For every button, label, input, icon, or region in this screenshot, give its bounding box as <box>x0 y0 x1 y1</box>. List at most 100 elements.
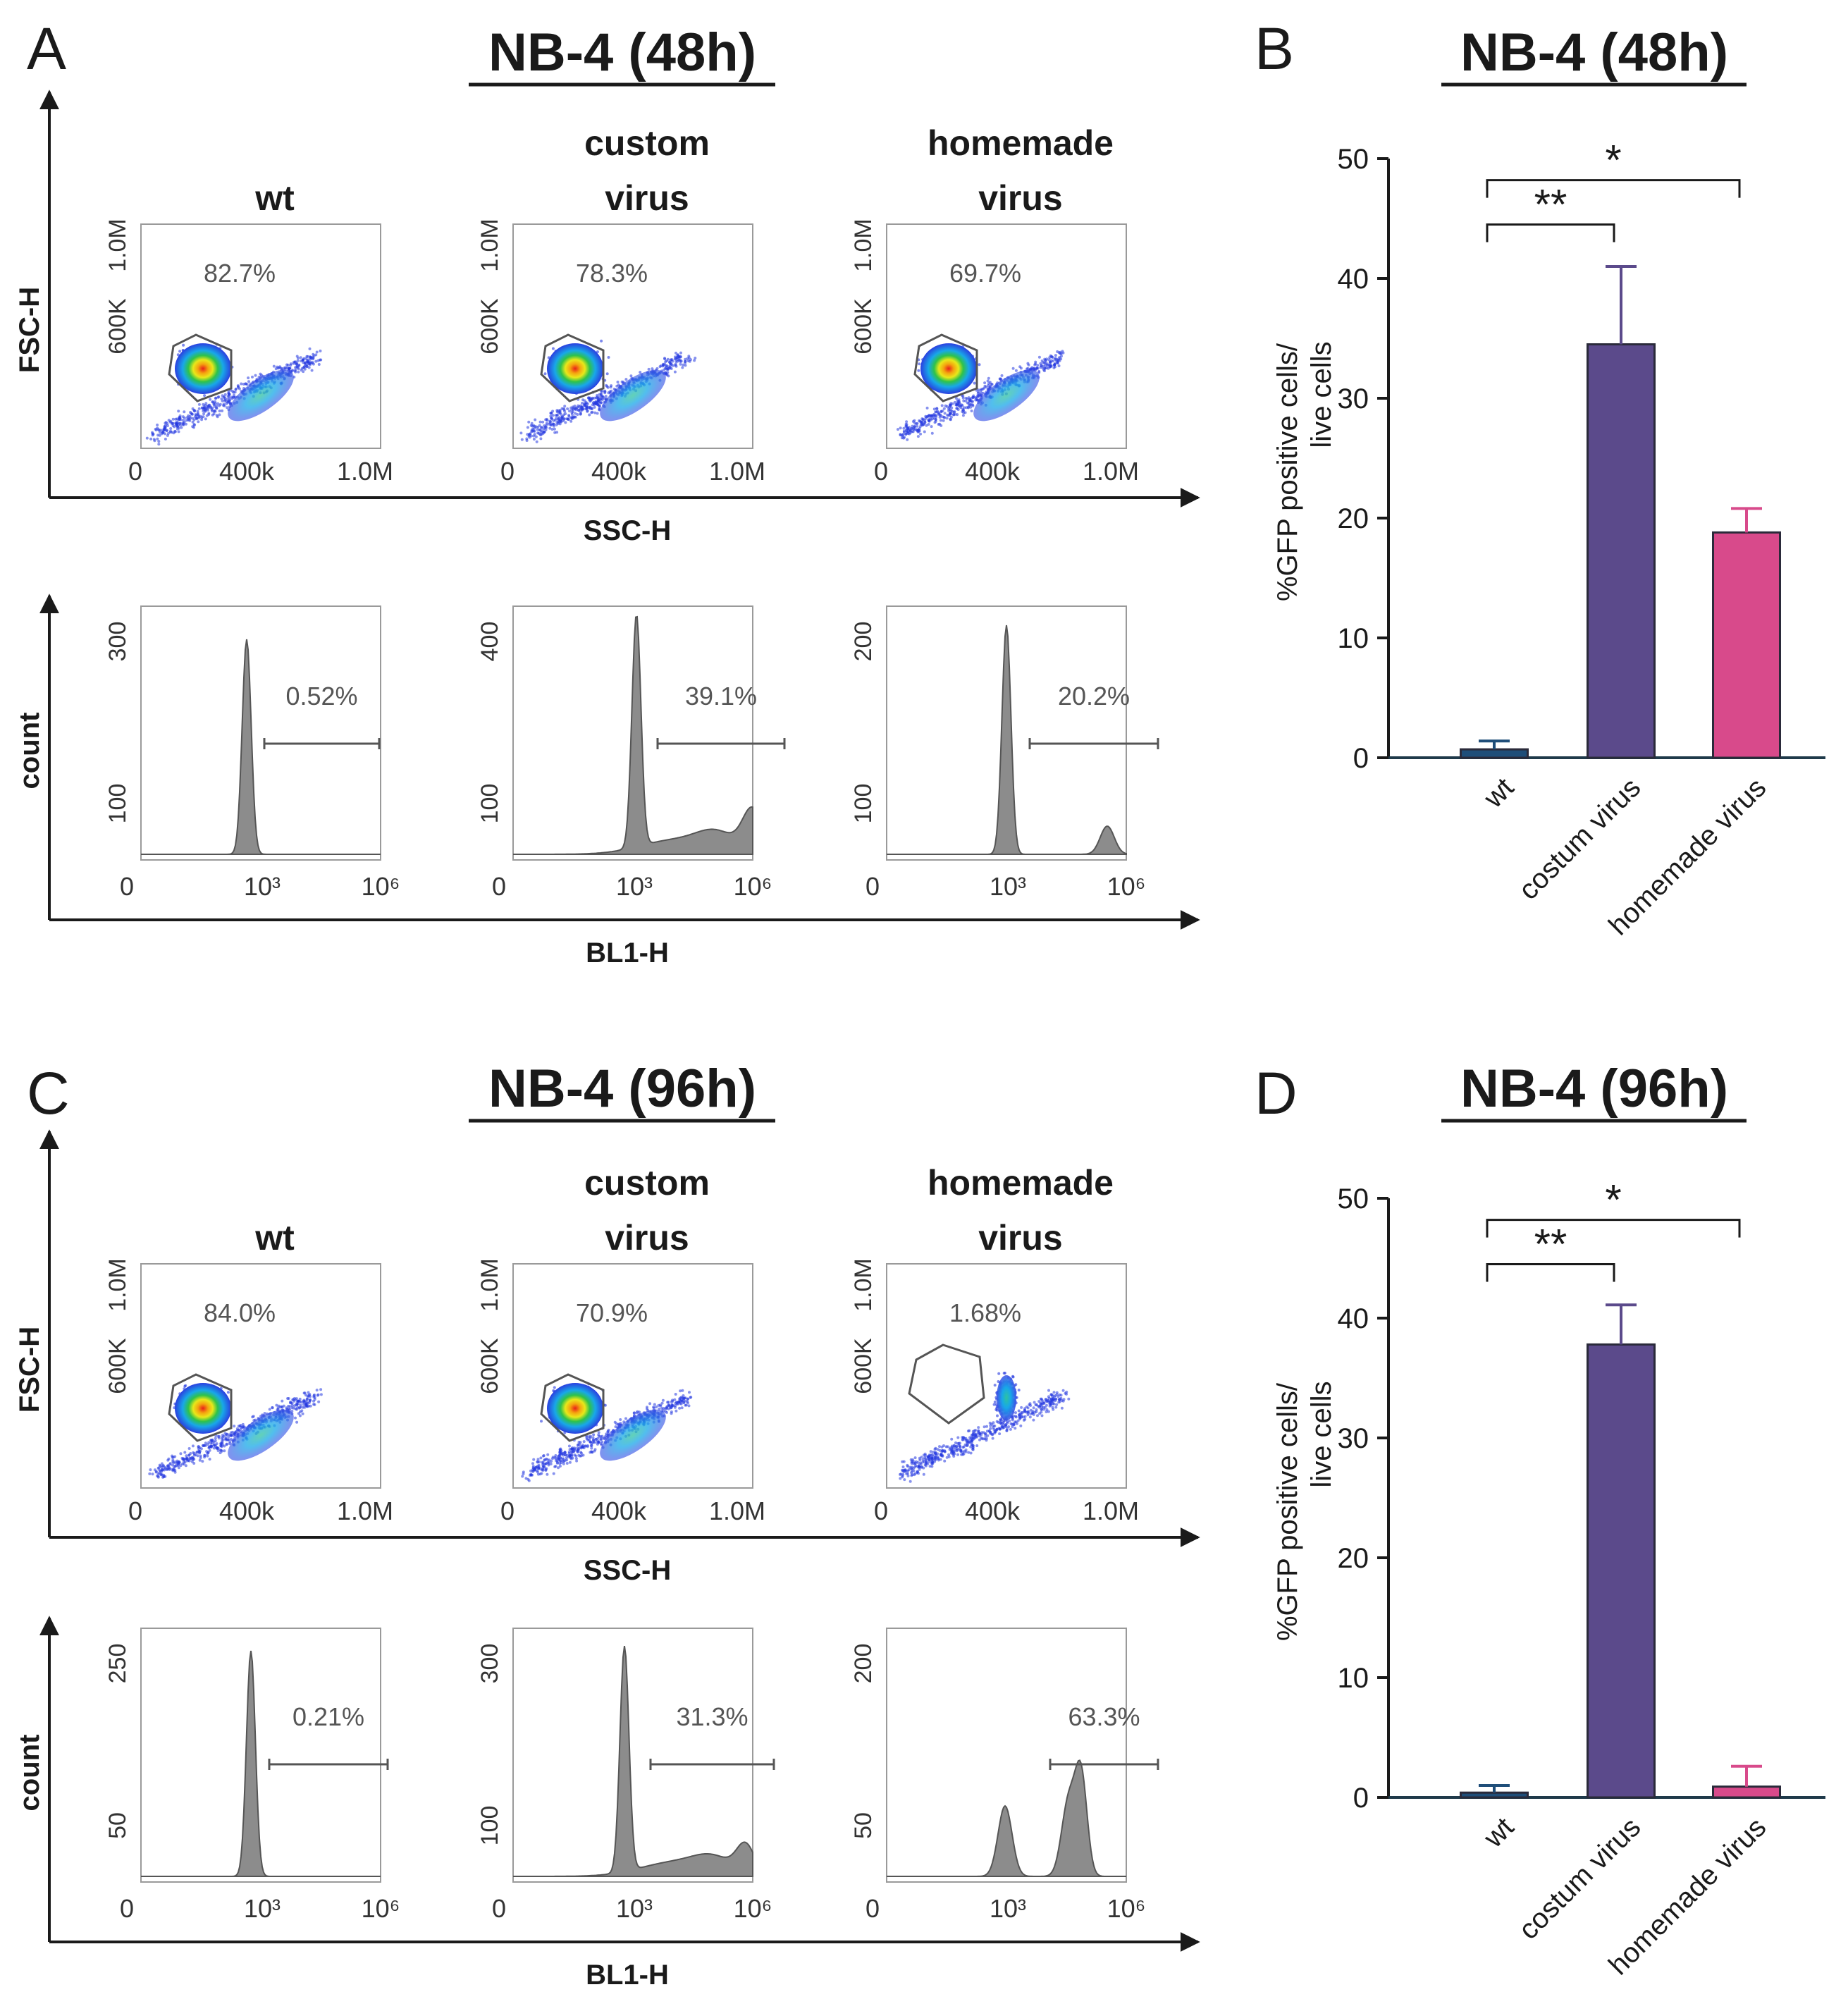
density-tail <box>600 1409 666 1461</box>
a-scatter-x-axis-label: SSC-H <box>584 515 671 546</box>
histogram-curve <box>887 625 1127 855</box>
y-tick-label: 200 <box>850 622 877 662</box>
density-core <box>997 1375 1016 1420</box>
significance-bracket <box>1486 1219 1741 1238</box>
x-tick-label: 10³ <box>616 872 653 901</box>
x-tick-label: 10⁶ <box>362 872 400 901</box>
c-scatter-x-axis-label: SSC-H <box>584 1555 671 1586</box>
c-hist-hist-3: 200 50 0 10³ 10⁶ 63.3% <box>850 1628 1159 1923</box>
plot-frame <box>512 223 753 449</box>
y-tick-label: 600K <box>104 1338 131 1394</box>
y-tick-label: 1.0M <box>476 219 503 272</box>
plot-frame <box>140 605 381 861</box>
x-tick-label: 400k <box>965 1496 1021 1525</box>
x-tick-label: 1.0M <box>337 457 393 486</box>
significance-label: ** <box>1534 1221 1567 1268</box>
significance-label: ** <box>1534 181 1567 228</box>
gate-percent: 69.7% <box>949 259 1021 288</box>
x-tick-label: 10³ <box>616 1894 653 1923</box>
y-tick-label: 600K <box>104 298 131 355</box>
a-hist-x-axis-label: BL1-H <box>586 937 669 968</box>
plot-frame <box>140 223 381 449</box>
density-tail <box>228 369 294 422</box>
density-core <box>920 343 977 394</box>
c-scatter-scatter-2: custom virus 600K 1.0M 0 400k 1.0M 70.9% <box>476 1163 765 1525</box>
y-tick-label: 40 <box>1338 1303 1369 1334</box>
a-scatter-scatter-1: wt 600K 1.0M 0 400k 1.0M 82.7% <box>104 178 393 486</box>
panel-c-title: NB-4 (96h) <box>488 1059 756 1119</box>
y-axis-label-line2: live cells <box>1306 341 1337 448</box>
x-tick-label: 1.0M <box>709 1496 765 1525</box>
c-hist-y-axis-label: count <box>14 1735 45 1812</box>
c-hist-x-axis-label: BL1-H <box>586 1960 669 1991</box>
positive-percent: 63.3% <box>1068 1702 1140 1731</box>
y-tick-label: 600K <box>476 1338 503 1394</box>
y-tick-label: 400 <box>476 622 503 662</box>
a-scatter-scatter-2: custom virus 600K 1.0M 0 400k 1.0M 78.3% <box>476 123 765 486</box>
plot-frame <box>140 1263 381 1489</box>
y-tick-label: 50 <box>850 1812 877 1839</box>
y-tick-label: 1.0M <box>850 219 877 272</box>
y-tick-label: 200 <box>850 1644 877 1684</box>
y-tick-label: 1.0M <box>850 1258 877 1312</box>
y-tick-label: 20 <box>1338 503 1369 534</box>
category-label: costum virus <box>1513 1812 1647 1945</box>
x-tick-label: 400k <box>591 457 647 486</box>
y-tick-label: 300 <box>476 1644 503 1684</box>
y-axis-label-line1: %GFP positive cells/ <box>1272 1382 1303 1641</box>
c-hist-hist-1: 250 50 0 10³ 10⁶ 0.21% <box>104 1628 400 1923</box>
density-core <box>175 343 231 394</box>
positive-percent: 0.52% <box>285 682 357 711</box>
bar-costum-virus <box>1587 343 1656 759</box>
x-tick-label: 0 <box>866 872 880 901</box>
b-bar-chart: 0 10 20 30 40 50 %GFP positive cells/live cell… <box>1272 137 1825 941</box>
x-tick-label: 0 <box>874 1496 888 1525</box>
histogram-curve <box>513 615 753 855</box>
significance-bracket <box>1486 179 1741 198</box>
panel-letter-b: B <box>1255 16 1294 82</box>
y-tick-label: 1.0M <box>476 1258 503 1312</box>
gate-percent: 84.0% <box>204 1298 276 1327</box>
gate-polygon <box>540 1373 605 1442</box>
plot-frame <box>886 223 1127 449</box>
y-tick-label: 0 <box>1353 743 1369 774</box>
y-tick-label: 30 <box>1338 383 1369 414</box>
y-tick-label: 1.0M <box>104 219 131 272</box>
x-tick-label: 0 <box>866 1894 880 1923</box>
x-tick-label: 0 <box>120 872 134 901</box>
x-tick-label: 10³ <box>244 1894 281 1923</box>
y-tick-label: 1.0M <box>104 1258 131 1312</box>
y-tick-label: 10 <box>1338 623 1369 654</box>
a-hist-y-axis-label: count <box>14 713 45 789</box>
x-tick-label: 10³ <box>990 872 1026 901</box>
gate-percent: 1.68% <box>949 1298 1021 1327</box>
c-scatter-scatter-1: wt 600K 1.0M 0 400k 1.0M 84.0% <box>104 1218 393 1525</box>
panel-letter-c: C <box>27 1060 70 1126</box>
y-tick-label: 600K <box>850 298 877 355</box>
category-label: wt <box>1477 772 1520 814</box>
x-tick-label: 1.0M <box>1083 457 1139 486</box>
y-tick-label: 50 <box>1338 1183 1369 1214</box>
x-tick-label: 10⁶ <box>362 1894 400 1923</box>
x-tick-label: 10⁶ <box>1107 872 1146 901</box>
a-scatter-scatter-3: homemade virus 600K 1.0M 0 400k 1.0M 69.7% <box>850 123 1139 486</box>
histogram-curve <box>141 1650 381 1877</box>
y-tick-label: 100 <box>850 784 877 824</box>
panel-b-title: NB-4 (48h) <box>1460 23 1728 82</box>
gate-polygon <box>168 333 233 402</box>
x-tick-label: 0 <box>874 457 888 486</box>
significance-bracket <box>1486 1263 1615 1282</box>
x-tick-label: 0 <box>500 1496 515 1525</box>
a-hist-hist-2: 400 100 0 10³ 10⁶ 39.1% <box>476 605 786 901</box>
density-core <box>547 1383 603 1434</box>
panel-letter-a: A <box>27 16 66 82</box>
significance-bracket <box>1486 223 1615 242</box>
bar-costum-virus <box>1587 1343 1656 1799</box>
y-tick-label: 30 <box>1338 1423 1369 1454</box>
sample-label-line1: custom <box>584 1163 710 1203</box>
x-tick-label: 10⁶ <box>1107 1894 1146 1923</box>
bar-homemade-virus <box>1712 531 1781 759</box>
x-tick-label: 0 <box>128 457 142 486</box>
a-hist-hist-3: 200 100 0 10³ 10⁶ 20.2% <box>850 605 1159 901</box>
